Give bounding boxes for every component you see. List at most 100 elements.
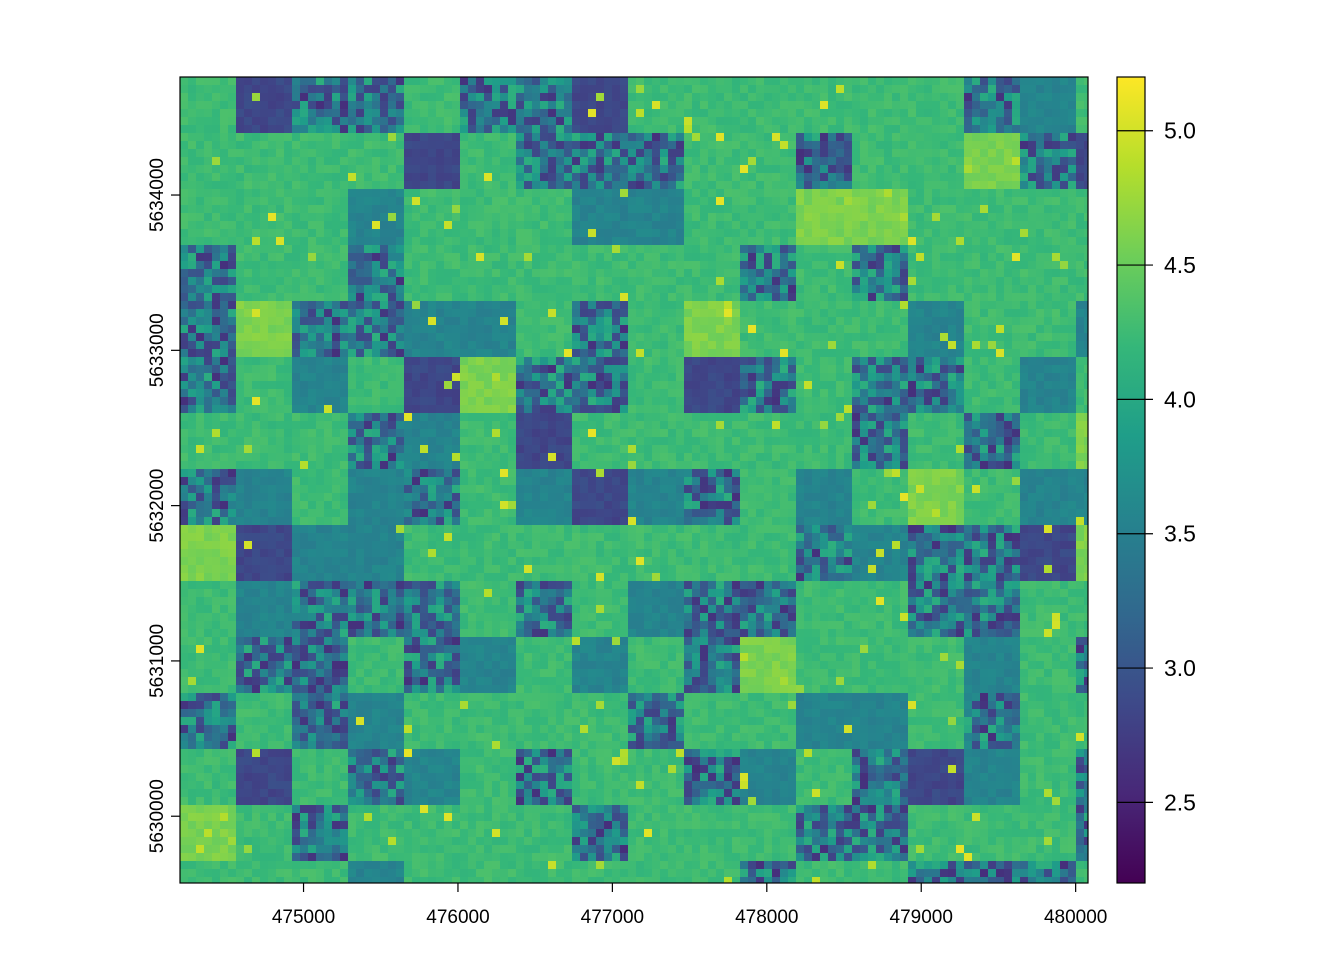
- raster-cell: [780, 413, 789, 422]
- raster-cell: [892, 309, 901, 318]
- raster-cell: [220, 125, 229, 134]
- raster-cell: [588, 157, 597, 166]
- raster-cell: [676, 117, 685, 126]
- raster-cell: [1020, 397, 1029, 406]
- raster-cell: [788, 141, 797, 150]
- raster-cell: [900, 301, 909, 310]
- raster-cell: [884, 109, 893, 118]
- raster-cell: [644, 213, 653, 222]
- raster-cell: [252, 181, 261, 190]
- raster-cell: [876, 245, 885, 254]
- raster-cell: [356, 229, 365, 238]
- raster-cell: [236, 285, 245, 294]
- raster-cell: [524, 405, 533, 414]
- raster-cell: [764, 93, 773, 102]
- raster-cell: [516, 349, 525, 358]
- raster-cell: [796, 373, 805, 382]
- raster-cell: [604, 149, 613, 158]
- raster-cell: [308, 189, 317, 198]
- raster-cell: [476, 301, 485, 310]
- raster-cell: [988, 205, 997, 214]
- raster-cell: [300, 173, 309, 182]
- raster-cell: [180, 373, 189, 382]
- raster-cell: [796, 261, 805, 270]
- raster-cell: [764, 293, 773, 302]
- raster-cell: [468, 93, 477, 102]
- raster-cell: [876, 341, 885, 350]
- raster-cell: [524, 125, 533, 134]
- raster-cell: [828, 245, 837, 254]
- raster-cell: [260, 149, 269, 158]
- raster-cell: [676, 101, 685, 110]
- raster-cell: [532, 357, 541, 366]
- raster-cell: [452, 237, 461, 246]
- raster-cell: [532, 373, 541, 382]
- raster-cell: [812, 285, 821, 294]
- raster-cell: [540, 277, 549, 286]
- raster-cell: [940, 133, 949, 142]
- raster-cell: [580, 317, 589, 326]
- raster-cell: [924, 309, 933, 318]
- raster-cell: [996, 413, 1005, 422]
- raster-cell: [596, 381, 605, 390]
- raster-cell: [580, 325, 589, 334]
- raster-cell: [388, 245, 397, 254]
- raster-cell: [460, 245, 469, 254]
- raster-cell: [676, 389, 685, 398]
- raster-cell: [836, 285, 845, 294]
- raster-cell: [1076, 325, 1085, 334]
- raster-cell: [964, 133, 973, 142]
- raster-cell: [420, 85, 429, 94]
- raster-cell: [708, 149, 717, 158]
- raster-cell: [212, 197, 221, 206]
- raster-cell: [588, 197, 597, 206]
- raster-cell: [1020, 357, 1029, 366]
- raster-cell: [916, 301, 925, 310]
- raster-cell: [964, 141, 973, 150]
- raster-cell: [620, 141, 629, 150]
- raster-cell: [252, 357, 261, 366]
- raster-cell: [996, 357, 1005, 366]
- raster-cell: [668, 189, 677, 198]
- raster-cell: [444, 85, 453, 94]
- raster-cell: [884, 381, 893, 390]
- raster-cell: [380, 293, 389, 302]
- raster-cell: [980, 141, 989, 150]
- raster-cell: [372, 365, 381, 374]
- raster-cell: [692, 141, 701, 150]
- raster-cell: [420, 421, 429, 430]
- raster-cell: [652, 181, 661, 190]
- raster-cell: [252, 189, 261, 198]
- raster-cell: [604, 85, 613, 94]
- raster-cell: [212, 189, 221, 198]
- raster-cell: [404, 293, 413, 302]
- raster-cell: [844, 405, 853, 414]
- raster-cell: [316, 317, 325, 326]
- raster-cell: [780, 181, 789, 190]
- raster-cell: [204, 141, 213, 150]
- raster-cell: [660, 365, 669, 374]
- raster-cell: [1044, 333, 1053, 342]
- raster-cell: [732, 101, 741, 110]
- raster-cell: [772, 221, 781, 230]
- raster-cell: [244, 269, 253, 278]
- raster-cell: [1076, 277, 1085, 286]
- raster-cell: [428, 405, 437, 414]
- raster-cell: [404, 389, 413, 398]
- raster-cell: [636, 77, 645, 86]
- raster-cell: [772, 85, 781, 94]
- raster-cell: [924, 365, 933, 374]
- raster-cell: [292, 261, 301, 270]
- raster-cell: [1004, 237, 1013, 246]
- raster-cell: [924, 101, 933, 110]
- raster-cell: [252, 397, 261, 406]
- raster-cell: [716, 85, 725, 94]
- raster-cell: [300, 237, 309, 246]
- raster-cell: [964, 85, 973, 94]
- raster-cell: [508, 245, 517, 254]
- raster-cell: [316, 205, 325, 214]
- raster-cell: [772, 373, 781, 382]
- raster-cell: [940, 285, 949, 294]
- raster-cell: [748, 325, 757, 334]
- raster-cell: [1004, 261, 1013, 270]
